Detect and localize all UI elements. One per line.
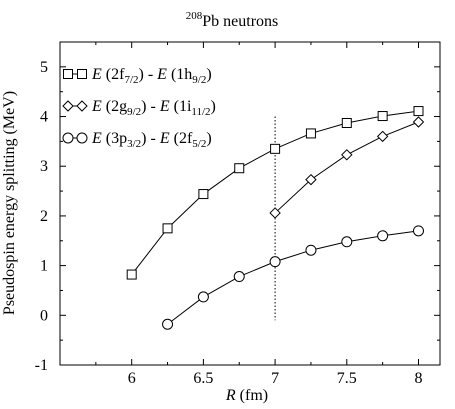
legend-text-part: 5/2 bbox=[192, 138, 206, 150]
data-point-circle bbox=[341, 236, 353, 248]
legend-text-part: 9/2 bbox=[127, 106, 141, 118]
data-point-diamond bbox=[305, 173, 317, 186]
data-point-square bbox=[377, 111, 388, 122]
legend-text-part: 9/2 bbox=[192, 74, 206, 86]
plot-area bbox=[59, 41, 441, 366]
data-point-diamond bbox=[269, 207, 281, 219]
data-point-circle bbox=[269, 256, 281, 268]
legend-text-part: 11/2 bbox=[191, 106, 210, 118]
legend: E (2f7/2) - E (1h9/2)E (2g9/2) - E (1i11… bbox=[62, 66, 216, 150]
data-point-square bbox=[234, 163, 245, 174]
data-point-circle bbox=[233, 271, 245, 283]
legend-label: E (3p3/2) - E (2f5/2) bbox=[91, 130, 212, 150]
data-point-square bbox=[162, 223, 173, 234]
title-main: Pb neutrons bbox=[202, 13, 278, 30]
data-point-square bbox=[126, 269, 137, 280]
legend-text-part: E bbox=[159, 98, 170, 115]
legend-text-part: ) - bbox=[139, 66, 158, 83]
chart-title: 208Pb neutrons bbox=[186, 10, 279, 30]
legend-text-part: ) bbox=[206, 130, 211, 147]
x-tick-labels: 6 6.5 7 7.5 8 bbox=[128, 370, 423, 387]
y-tick-label: 4 bbox=[40, 109, 48, 126]
x-tick-label: 7 bbox=[271, 370, 279, 387]
legend-label: E (2f7/2) - E (1h9/2) bbox=[91, 66, 212, 86]
axis-ticks bbox=[60, 42, 440, 366]
legend-text-part: (2f bbox=[102, 66, 125, 83]
legend-text-part: (2f bbox=[170, 130, 193, 147]
legend-text-part: 7/2 bbox=[124, 74, 138, 86]
legend-text-part: (1h bbox=[167, 66, 192, 83]
legend-marker-square bbox=[77, 69, 87, 79]
x-axis-unit: (fm) bbox=[236, 387, 268, 404]
series-line bbox=[274, 121, 419, 214]
legend-marker-diamond bbox=[62, 100, 74, 112]
y-axis-title: Pseudospin energy splitting (MeV) bbox=[1, 91, 18, 315]
legend-label: E (2g9/2) - E (1i11/2) bbox=[91, 98, 216, 118]
y-tick-label: 3 bbox=[40, 158, 48, 175]
legend-text-part: ) bbox=[206, 66, 211, 83]
data-point-circle bbox=[377, 230, 389, 242]
data-point-square bbox=[305, 128, 316, 139]
legend-marker-diamond bbox=[76, 100, 88, 112]
x-axis-variable: R bbox=[225, 387, 236, 404]
data-point-diamond bbox=[341, 149, 353, 161]
y-tick-label: 1 bbox=[40, 258, 48, 275]
legend-marker-circle bbox=[76, 132, 88, 144]
data-point-diamond bbox=[376, 130, 389, 143]
data-point-circle bbox=[412, 225, 424, 237]
y-tick-label: 2 bbox=[40, 208, 48, 225]
title-superscript: 208 bbox=[186, 10, 203, 22]
series-3 bbox=[162, 225, 424, 330]
legend-entry: E (3p3/2) - E (2f5/2) bbox=[62, 130, 212, 150]
legend-text-part: 3/2 bbox=[127, 138, 141, 150]
data-point-square bbox=[270, 143, 281, 154]
data-point-square bbox=[413, 106, 424, 117]
series-1 bbox=[126, 106, 424, 280]
legend-text-part: (1i bbox=[170, 98, 192, 115]
y-tick-label: 0 bbox=[40, 307, 48, 324]
legend-text-part: (2g bbox=[102, 98, 127, 115]
data-point-square bbox=[198, 189, 209, 200]
series-2 bbox=[269, 116, 425, 219]
series-group bbox=[126, 106, 425, 330]
legend-entry: E (2f7/2) - E (1h9/2) bbox=[63, 66, 212, 86]
legend-text-part: E bbox=[156, 66, 167, 83]
y-tick-labels: -1 0 1 2 3 4 5 bbox=[35, 59, 48, 374]
legend-entry: E (2g9/2) - E (1i11/2) bbox=[62, 98, 216, 118]
data-point-diamond bbox=[412, 116, 425, 128]
legend-text-part: ) - bbox=[141, 98, 160, 115]
x-tick-label: 8 bbox=[414, 370, 422, 387]
legend-text-part: E bbox=[91, 98, 102, 115]
x-axis-title: R (fm) bbox=[225, 387, 268, 404]
x-tick-label: 6.5 bbox=[193, 370, 213, 387]
y-tick-label: -1 bbox=[35, 357, 48, 374]
data-point-circle bbox=[305, 244, 317, 256]
series-line bbox=[167, 230, 419, 325]
legend-marker-square bbox=[63, 69, 73, 79]
y-tick-label: 5 bbox=[40, 59, 48, 76]
legend-text-part: ) bbox=[211, 98, 216, 115]
legend-text-part: E bbox=[159, 130, 170, 147]
legend-text-part: ) - bbox=[141, 130, 160, 147]
x-tick-label: 6 bbox=[128, 370, 136, 387]
legend-text-part: E bbox=[91, 66, 102, 83]
data-point-square bbox=[341, 117, 352, 128]
legend-marker-circle bbox=[62, 132, 74, 144]
legend-text-part: (3p bbox=[102, 130, 127, 147]
legend-text-part: E bbox=[91, 130, 102, 147]
x-tick-label: 7.5 bbox=[337, 370, 357, 387]
data-point-circle bbox=[162, 318, 174, 330]
data-point-circle bbox=[197, 291, 209, 303]
